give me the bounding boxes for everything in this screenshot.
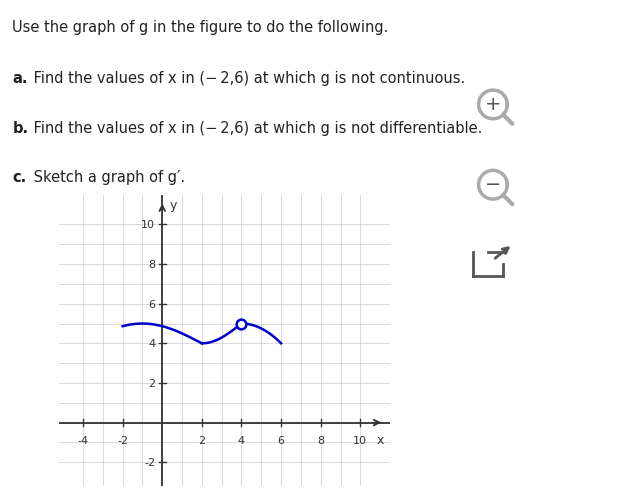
Text: 8: 8 — [317, 435, 324, 445]
Text: 4: 4 — [148, 339, 155, 349]
Text: 6: 6 — [278, 435, 285, 445]
Text: Sketch a graph of g′.: Sketch a graph of g′. — [29, 170, 185, 185]
Text: Find the values of x in (− 2,6) at which g is not differentiable.: Find the values of x in (− 2,6) at which… — [29, 120, 482, 135]
Text: 2: 2 — [148, 378, 155, 388]
Text: b.: b. — [12, 120, 29, 135]
Text: c.: c. — [12, 170, 27, 185]
Text: 4: 4 — [238, 435, 245, 445]
Text: Use the graph of g in the figure to do the following.: Use the graph of g in the figure to do t… — [12, 20, 389, 35]
Text: 2: 2 — [198, 435, 205, 445]
Text: -4: -4 — [77, 435, 89, 445]
Text: +: + — [485, 95, 501, 114]
Text: Find the values of x in (− 2,6) at which g is not continuous.: Find the values of x in (− 2,6) at which… — [29, 71, 465, 86]
Text: y: y — [169, 199, 177, 212]
Text: -2: -2 — [117, 435, 128, 445]
Text: a.: a. — [12, 71, 28, 86]
Text: 6: 6 — [149, 299, 155, 309]
Text: x: x — [376, 433, 384, 446]
Text: 10: 10 — [353, 435, 368, 445]
Text: −: − — [485, 175, 501, 194]
Text: 8: 8 — [148, 260, 155, 270]
Text: 10: 10 — [141, 220, 155, 230]
Text: -2: -2 — [144, 457, 155, 467]
